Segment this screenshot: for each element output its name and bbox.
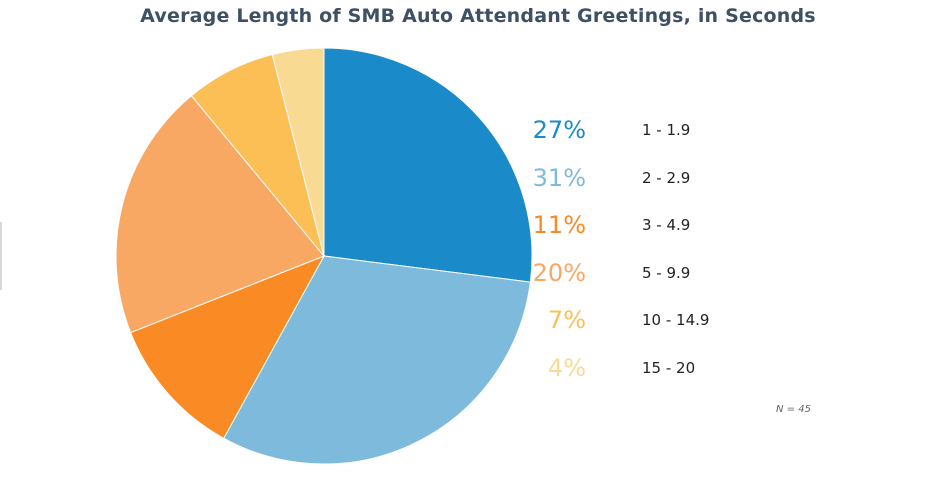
legend-percent: 27% [532,116,586,144]
legend-percent: 31% [532,163,586,192]
pie-slice-1 [323,47,533,283]
legend-item-4: 20% 5 - 9.9 [533,253,800,293]
legend-percent: 7% [547,306,586,335]
legend-percent: 4% [547,354,586,382]
legend-item-6: 4% 15 - 20 [548,348,800,388]
sample-size-note: N = 45 [776,404,811,415]
pie-slice-2 [223,255,531,465]
legend-range-label: 15 - 20 [642,359,696,377]
left-edge-divider [0,222,2,290]
legend-percent: 20% [532,258,586,287]
legend-item-3: 11% 3 - 4.9 [533,205,800,245]
legend-range-label: 1 - 1.9 [642,121,691,139]
legend-item-5: 7% 10 - 14.9 [548,300,800,340]
pie-slice-3 [129,255,326,439]
chart-title: Average Length of SMB Auto Attendant Gre… [140,5,816,27]
pie-slice-4 [115,95,325,334]
legend-item-1: 27% 1 - 1.9 [533,110,800,150]
legend-range-label: 2 - 2.9 [642,168,691,187]
legend-item-2: 31% 2 - 2.9 [533,158,800,198]
pie-slice-6 [271,47,325,257]
legend-range-label: 10 - 14.9 [642,311,710,330]
legend-percent: 11% [532,211,586,240]
legend-range-label: 5 - 9.9 [642,263,691,282]
legend-range-label: 3 - 4.9 [642,216,691,235]
